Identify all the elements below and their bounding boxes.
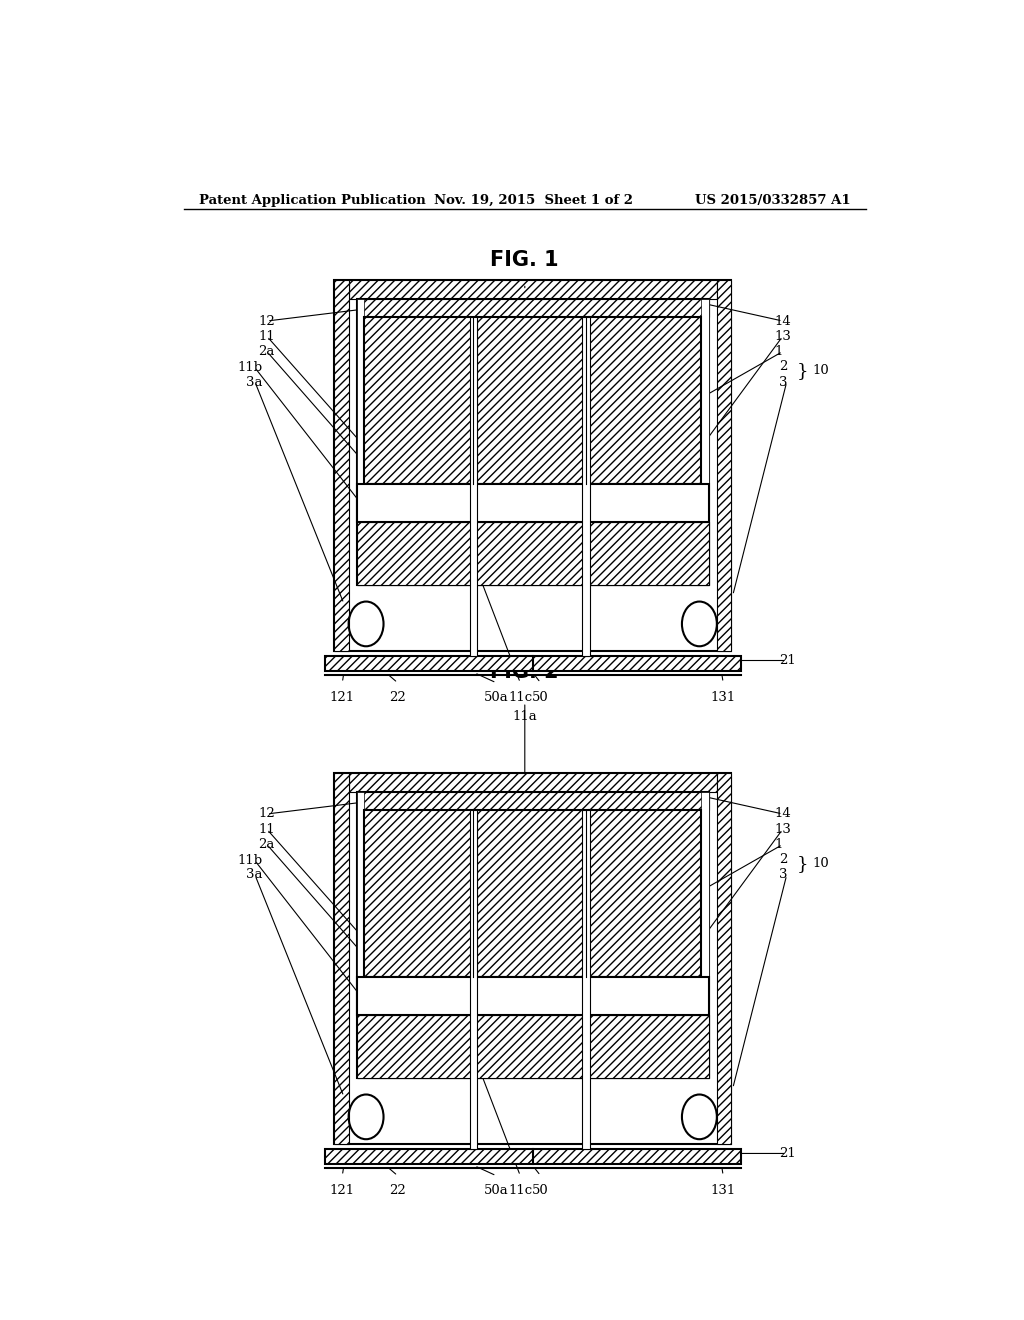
Text: 2a: 2a [258,345,274,358]
Text: 11a: 11a [512,710,538,723]
Text: 2a: 2a [258,838,274,851]
Bar [356,792,709,810]
Text: 50: 50 [532,1184,549,1197]
Bar [356,792,365,1078]
Text: US 2015/0332857 A1: US 2015/0332857 A1 [695,194,851,207]
Text: 10: 10 [812,364,828,378]
Text: 1: 1 [775,838,783,851]
Text: Nov. 19, 2015  Sheet 1 of 2: Nov. 19, 2015 Sheet 1 of 2 [433,194,633,207]
Text: 22: 22 [389,690,407,704]
Bar [334,280,348,651]
Text: 13: 13 [775,822,792,836]
Text: 3a: 3a [247,869,263,882]
Bar [356,792,709,1078]
Text: 11: 11 [258,822,274,836]
Bar [356,523,709,585]
Text: 131: 131 [711,690,736,704]
Bar [701,792,709,1078]
Text: 13: 13 [775,330,792,343]
Text: 11c: 11c [508,690,532,704]
Bar [717,280,731,651]
Bar [701,298,709,585]
Text: 12: 12 [258,314,274,327]
Bar [470,810,477,1150]
Text: 3: 3 [778,869,787,882]
Bar [582,317,590,656]
Bar [325,1150,740,1164]
Text: 131: 131 [711,1184,736,1197]
Bar [334,280,731,651]
Text: 121: 121 [330,690,355,704]
Bar [325,656,740,671]
Text: FIG. 2: FIG. 2 [490,661,559,681]
Bar [717,774,731,1144]
Bar [356,1015,709,1078]
Text: 14: 14 [775,808,792,821]
Bar [356,523,709,585]
Bar [334,774,348,1144]
Text: 2: 2 [778,853,787,866]
Text: 2: 2 [778,360,787,374]
Bar [348,774,717,792]
Text: Patent Application Publication: Patent Application Publication [200,194,426,207]
Text: 3a: 3a [247,375,263,388]
Bar [365,317,701,483]
Text: 11b: 11b [238,854,263,867]
Text: 12: 12 [258,808,274,821]
Bar [356,1015,709,1078]
Bar [470,317,477,656]
Text: 121: 121 [330,1184,355,1197]
Text: 11b: 11b [238,362,263,375]
Text: 3: 3 [778,375,787,388]
Text: 10: 10 [812,857,828,870]
Text: FIG. 1: FIG. 1 [490,249,559,271]
Bar [356,298,709,585]
Bar [356,483,709,523]
Bar [334,774,731,1144]
Text: }: } [797,855,809,873]
Text: 11: 11 [258,330,274,343]
Text: 21: 21 [778,653,796,667]
Bar [365,810,701,977]
Bar [356,298,709,317]
Bar [348,280,717,298]
Text: 21: 21 [778,1147,796,1160]
Text: 50: 50 [532,690,549,704]
Text: 1: 1 [775,345,783,358]
Bar [582,810,590,1150]
Text: 50a: 50a [484,690,509,704]
Bar [356,977,709,1015]
Text: 11a: 11a [512,298,538,312]
Text: 50a: 50a [484,1184,509,1197]
Bar [356,298,365,585]
Text: 14: 14 [775,314,792,327]
Text: 11c: 11c [508,1184,532,1197]
Text: }: } [797,362,809,380]
Text: 22: 22 [389,1184,407,1197]
